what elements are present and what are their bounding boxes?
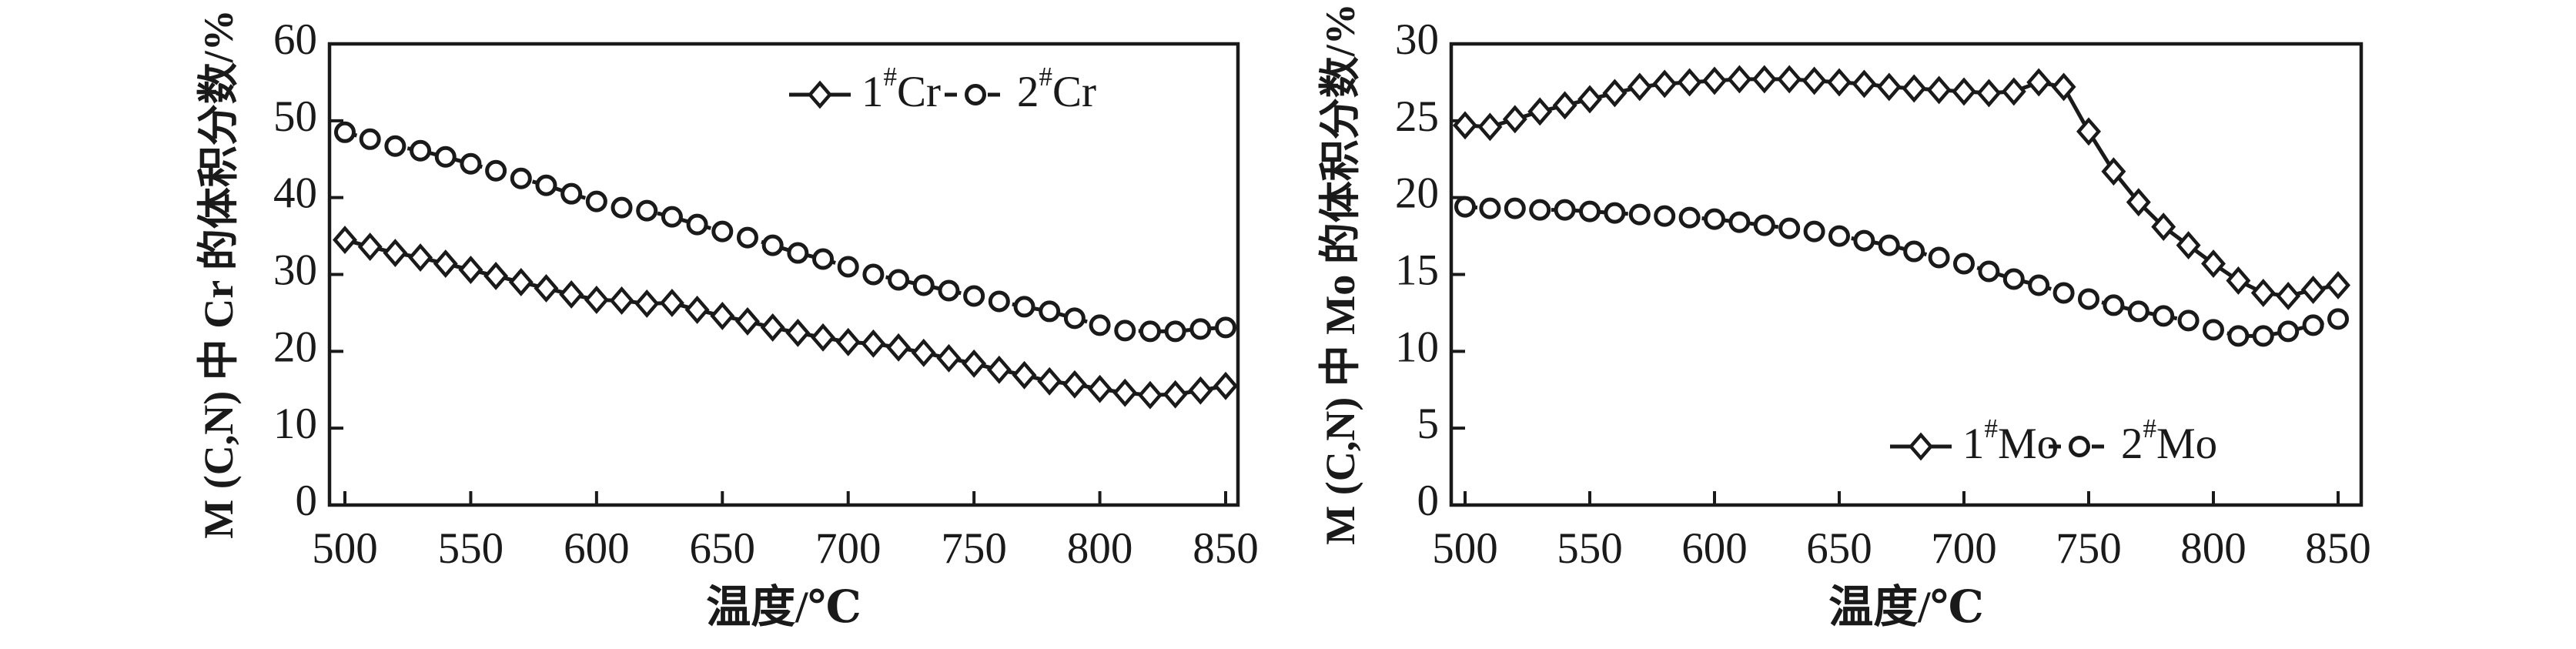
- legend-label: 1#Cr: [861, 62, 941, 116]
- x-tick-label: 700: [815, 524, 882, 573]
- x-axis-ticks: 500 550 600 650 700 750 800 850: [312, 491, 1259, 573]
- x-tick-label: 750: [941, 524, 1007, 573]
- series-1#Cr: [333, 226, 1238, 410]
- x-tick-label: 800: [2180, 524, 2246, 573]
- x-tick-label: 500: [312, 524, 378, 573]
- y-tick-label: 30: [1395, 15, 1439, 64]
- x-axis-ticks: 500 550 600 650 700 750 800 850: [1432, 491, 2371, 573]
- cr-chart-panel: 500 550 600 650 700 750 800 850 0 10 20 30 40 50 60 1#C…: [273, 15, 1259, 573]
- x-tick-label: 650: [690, 524, 756, 573]
- y-tick-label: 25: [1395, 92, 1439, 141]
- y-tick-label: 0: [296, 477, 318, 525]
- series-markers: [1453, 65, 2350, 310]
- x-tick-label: 750: [2056, 524, 2122, 573]
- series-1#Mo: [1453, 65, 2350, 310]
- legend: 1#Cr 2#Cr: [789, 62, 1096, 116]
- x-tick-label: 600: [1681, 524, 1748, 573]
- plot-border: [1449, 42, 2364, 507]
- y-tick-label: 5: [1417, 400, 1440, 448]
- legend-label: 1#Mo: [1962, 413, 2059, 468]
- y-axis-ticks: 0 10 20 30 40 50 60: [273, 15, 343, 525]
- x-tick-label: 850: [1193, 524, 1259, 573]
- series-markers: [1454, 196, 2349, 347]
- x-tick-label: 550: [1557, 524, 1623, 573]
- y-tick-label: 30: [273, 246, 317, 295]
- y-tick-label: 40: [273, 169, 317, 218]
- x-tick-label: 800: [1067, 524, 1133, 573]
- y-tick-label: 15: [1395, 246, 1439, 295]
- x-tick-label: 650: [1806, 524, 1872, 573]
- x-tick-label: 500: [1432, 524, 1498, 573]
- series-markers: [334, 121, 1237, 343]
- series-2#Mo: [1454, 196, 2349, 347]
- cr-x-axis-label: 温度/℃: [706, 582, 861, 632]
- x-tick-label: 700: [1931, 524, 1997, 573]
- y-tick-label: 50: [273, 92, 317, 141]
- y-tick-label: 20: [1395, 169, 1439, 218]
- series-line: [1464, 205, 2339, 338]
- y-tick-label: 60: [273, 15, 317, 64]
- y-tick-label: 10: [1395, 323, 1439, 371]
- mo-x-axis-label: 温度/℃: [1828, 582, 1984, 632]
- y-axis-ticks: 0 5 10 15 20 25 30: [1395, 15, 1465, 525]
- x-tick-label: 850: [2305, 524, 2371, 573]
- y-tick-label: 20: [273, 323, 317, 371]
- legend-label: 2#Mo: [2121, 413, 2217, 468]
- mo-y-axis-label: M (C,N) 中 Mo 的体积分数/%: [1317, 3, 1364, 545]
- series-2#Cr: [334, 121, 1237, 343]
- series-markers: [333, 226, 1238, 410]
- x-tick-label: 600: [564, 524, 630, 573]
- x-tick-label: 550: [438, 524, 504, 573]
- y-tick-label: 0: [1417, 477, 1440, 525]
- cr-y-axis-label: M (C,N) 中 Cr 的体积分数/%: [196, 9, 243, 539]
- y-tick-label: 10: [273, 400, 317, 448]
- mo-chart-panel: 500 550 600 650 700 750 800 850 0 5 10 15 20 25 30 1#Mo…: [1395, 15, 2371, 573]
- legend: 1#Mo 2#Mo: [1890, 413, 2217, 468]
- legend-label: 2#Cr: [1017, 62, 1096, 116]
